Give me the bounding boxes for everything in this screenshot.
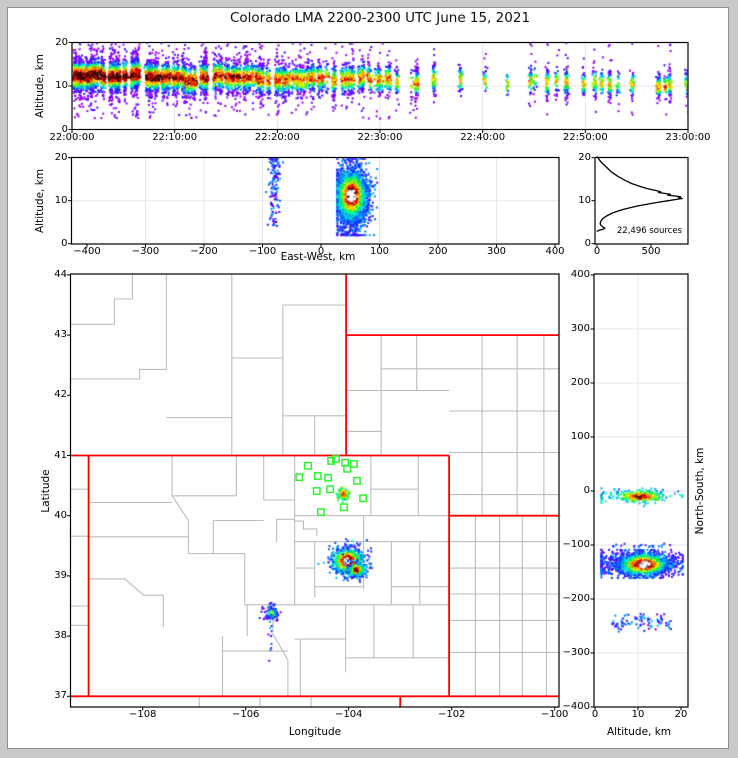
- panel-frame: [71, 41, 689, 131]
- panel-frame: [70, 156, 560, 245]
- panel-frame: [593, 273, 689, 708]
- figure-title: Colorado LMA 2200-2300 UTC June 15, 2021: [229, 10, 531, 26]
- panel-frame: [594, 156, 689, 245]
- panel-frame: [69, 273, 560, 708]
